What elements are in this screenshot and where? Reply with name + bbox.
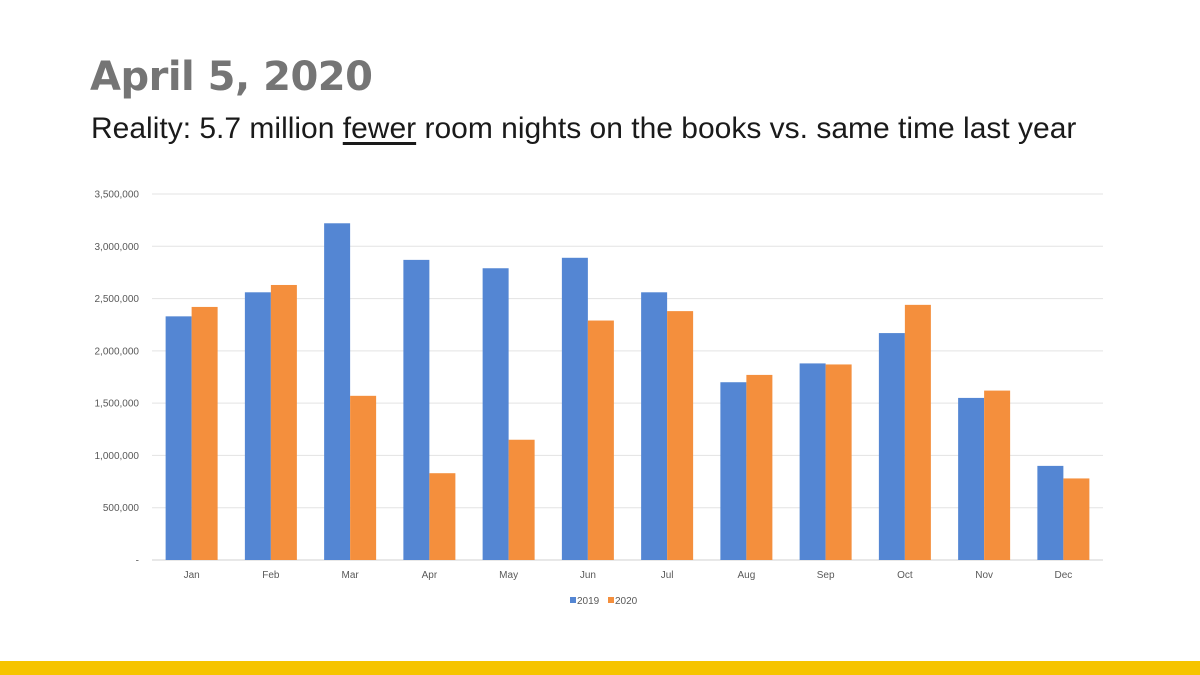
bar-2019-oct [878,333,905,560]
y-tick-label: - [136,556,139,567]
accent-bar [0,661,1200,675]
bar-2019-may [482,268,509,560]
x-tick-label: Sep [817,570,835,581]
bar-2020-mar [350,395,377,560]
legend-swatch-2019 [570,597,576,603]
x-tick-label: Jul [661,570,674,581]
y-tick-label: 2,000,000 [95,346,140,357]
y-tick-label: 500,000 [103,503,140,514]
bar-2019-aug [720,382,747,560]
bar-2019-feb [244,292,271,560]
bar-2020-nov [984,390,1011,560]
bar-2020-jan [191,306,218,560]
bar-2019-sep [799,363,826,560]
bar-2020-feb [270,284,297,560]
bar-2020-oct [904,304,931,560]
bar-2019-dec [1037,465,1064,560]
slide-title: April 5, 2020 [90,54,373,100]
subtitle-emphasis: fewer [342,112,417,145]
y-tick-label: 1,500,000 [95,399,140,410]
x-axis-ticks: Jan Feb Mar Apr May Jun Jul Aug Sep Oct Nov Dec [184,570,1073,581]
y-tick-label: 2,500,000 [95,294,140,305]
bar-chart: - 500,000 1,000,000 1,500,000 2,000,000 2,500… [95,190,1103,607]
bar-2019-mar [324,223,351,560]
y-tick-label: 3,500,000 [95,190,140,201]
x-tick-label: Feb [262,570,280,581]
bar-2019-apr [403,259,430,560]
x-tick-label: Mar [342,570,360,581]
x-tick-label: Nov [975,570,993,581]
bar-2020-may [508,439,535,560]
y-tick-label: 3,000,000 [95,242,140,253]
y-axis-ticks: - 500,000 1,000,000 1,500,000 2,000,000 2,500… [95,190,140,567]
x-tick-label: Apr [422,570,438,581]
gridlines [152,193,1103,561]
bar-2019-nov [958,397,985,560]
x-tick-label: Jun [580,570,596,581]
bars [165,223,1090,560]
y-tick-label: 1,000,000 [95,451,140,462]
bar-2019-jun [561,257,588,560]
x-tick-label: Jan [184,570,200,581]
x-tick-label: May [499,570,518,581]
bar-2020-apr [429,473,456,560]
subtitle-text-start: Reality: 5.7 million [91,112,343,145]
bar-2020-aug [746,374,773,560]
bar-2020-sep [825,364,852,560]
subtitle-text-end: room nights on the books vs. same time l… [416,112,1077,145]
bar-2020-dec [1063,478,1090,560]
x-tick-label: Aug [737,570,755,581]
bar-2020-jul [667,311,694,560]
legend-label-2019: 2019 [577,596,600,607]
x-tick-label: Dec [1054,570,1072,581]
bar-2019-jan [165,316,192,560]
x-tick-label: Oct [897,570,913,581]
bar-2019-jul [641,292,668,560]
bar-2020-jun [587,320,614,560]
legend-swatch-2020 [608,597,614,603]
legend-label-2020: 2020 [615,596,638,607]
legend: 2019 2020 [570,596,638,607]
slide-subtitle: Reality: 5.7 million fewer room nights o… [91,112,1076,146]
